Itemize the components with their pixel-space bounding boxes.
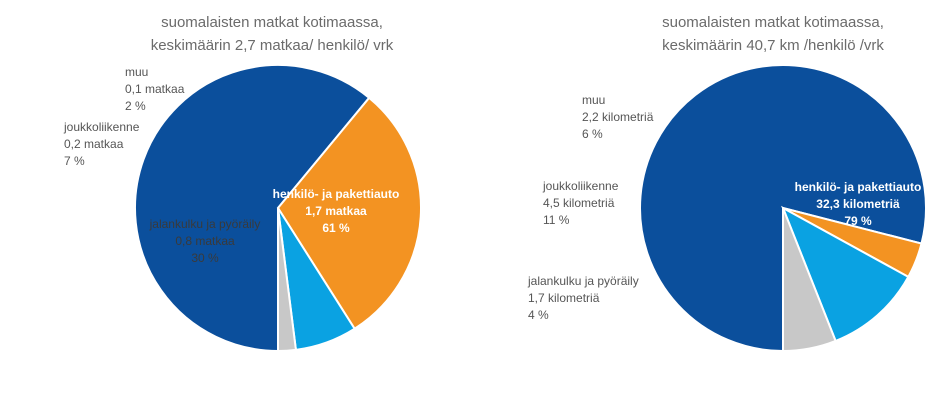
distance-label-joukkoliikenne-amount: 4,5 kilometriä: [543, 196, 615, 210]
trips-label-jalankulku-ja-pyoraily-amount: 0,8 matkaa: [175, 234, 235, 248]
distance-chart-title-line-1: suomalaisten matkat kotimaassa,: [662, 14, 884, 31]
distance-chart-title-line-2: keskimäärin 40,7 km /henkilö /vrk: [662, 37, 884, 54]
distance-slice-muu: [782, 207, 837, 353]
distance-label-jalankulku-ja-pyoraily-percent: 4 %: [528, 308, 549, 322]
trips-label-joukkoliikenne-name: joukkoliikenne: [63, 120, 140, 134]
trips-chart-title-line-2: keskimäärin 2,7 matkaa/ henkilö/ vrk: [151, 37, 394, 54]
distance-label-henkilo-ja-pakettiauto-name: henkilö- ja pakettiauto: [795, 180, 922, 194]
trips-label-jalankulku-ja-pyoraily-name: jalankulku ja pyöräily: [149, 217, 261, 231]
distance-label-joukkoliikenne-percent: 11 %: [543, 213, 570, 227]
trips-label-jalankulku-ja-pyoraily-percent: 30 %: [191, 251, 219, 265]
distance-pie-chart: suomalaisten matkat kotimaassa, keskimäär…: [527, 14, 927, 353]
trips-label-henkilo-ja-pakettiauto-name: henkilö- ja pakettiauto: [273, 187, 400, 201]
distance-label-henkilo-ja-pakettiauto-percent: 79 %: [844, 214, 872, 228]
distance-label-muu-amount: 2,2 kilometriä: [582, 110, 654, 124]
distance-label-muu-percent: 6 %: [582, 127, 603, 141]
trips-label-joukkoliikenne-percent: 7 %: [64, 154, 85, 168]
trips-label-henkilo-ja-pakettiauto-percent: 61 %: [322, 221, 350, 235]
trips-label-joukkoliikenne-amount: 0,2 matkaa: [64, 137, 124, 151]
distance-label-henkilo-ja-pakettiauto-amount: 32,3 kilometriä: [816, 197, 900, 211]
trips-label-muu-percent: 2 %: [125, 99, 146, 113]
trips-label-muu-amount: 0,1 matkaa: [125, 82, 185, 96]
distance-label-joukkoliikenne-name: joukkoliikenne: [542, 179, 619, 193]
distance-slice-joukkoliikenne: [781, 205, 910, 343]
distance-label-jalankulku-ja-pyoraily-name: jalankulku ja pyöräily: [527, 274, 639, 288]
trips-chart-title-line-1: suomalaisten matkat kotimaassa,: [161, 14, 383, 31]
trips-label-henkilo-ja-pakettiauto-amount: 1,7 matkaa: [305, 204, 367, 218]
distance-label-jalankulku-ja-pyoraily-amount: 1,7 kilometriä: [528, 291, 600, 305]
trips-slice-henkilo-ja-pakettiauto: [133, 64, 371, 353]
distance-label-muu-name: muu: [582, 93, 605, 107]
trips-slice-jalankulku-ja-pyoraily: [276, 96, 422, 331]
trips-label-muu-name: muu: [125, 65, 148, 79]
trips-slice-muu: [277, 207, 298, 353]
trips-pie-chart: suomalaisten matkat kotimaassa, keskimäär…: [63, 14, 422, 353]
